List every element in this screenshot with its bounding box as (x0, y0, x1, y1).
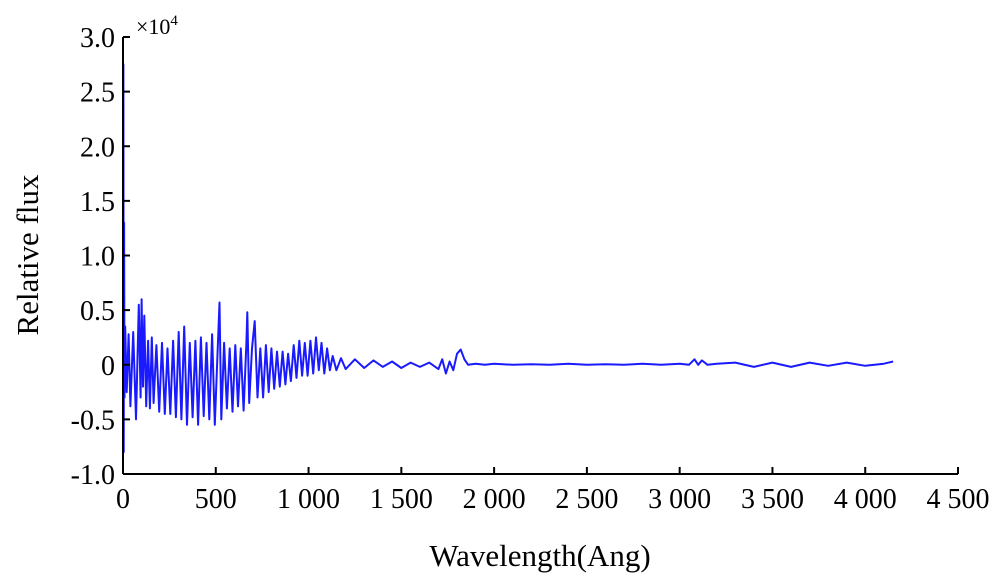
x-tick-label: 2 000 (463, 484, 526, 515)
y-tick-label: 0 (101, 351, 115, 382)
y-tick-label: 2.0 (80, 132, 115, 163)
y-multiplier-label: ×104 (136, 13, 178, 39)
spectrum-series-line (122, 63, 894, 454)
y-tick-label: 1.5 (80, 187, 115, 218)
y-tick-label: 3.0 (80, 23, 115, 54)
y-tick-label: -0.5 (71, 405, 115, 436)
y-multiplier-exponent: 4 (170, 13, 178, 29)
x-axis-ticks: 0 500 1 000 1 500 2 000 2 500 3 000 3 500 4 000 4… (116, 467, 990, 515)
x-tick-label: 2 500 (555, 484, 618, 515)
x-tick-label: 0 (116, 484, 130, 515)
y-axis-ticks: -1.0 -0.5 0 0.5 1.0 1.5 2.0 2.5 3.0 (71, 23, 130, 491)
y-multiplier-base: ×10 (136, 14, 170, 39)
x-tick-label: 3 000 (648, 484, 711, 515)
x-tick-label: 500 (195, 484, 237, 515)
x-tick-label: 3 500 (741, 484, 804, 515)
x-axis-title: Wavelength(Ang) (429, 538, 650, 573)
y-tick-label: -1.0 (71, 460, 115, 491)
y-tick-label: 0.5 (80, 296, 115, 327)
y-tick-label: 2.5 (80, 78, 115, 109)
x-tick-label: 1 000 (277, 484, 340, 515)
series-layer (122, 63, 894, 454)
y-axis-title: Relative flux (10, 174, 45, 335)
y-tick-label: 1.0 (80, 242, 115, 273)
x-tick-label: 4 500 (927, 484, 990, 515)
x-tick-label: 4 000 (834, 484, 897, 515)
x-tick-label: 1 500 (370, 484, 433, 515)
